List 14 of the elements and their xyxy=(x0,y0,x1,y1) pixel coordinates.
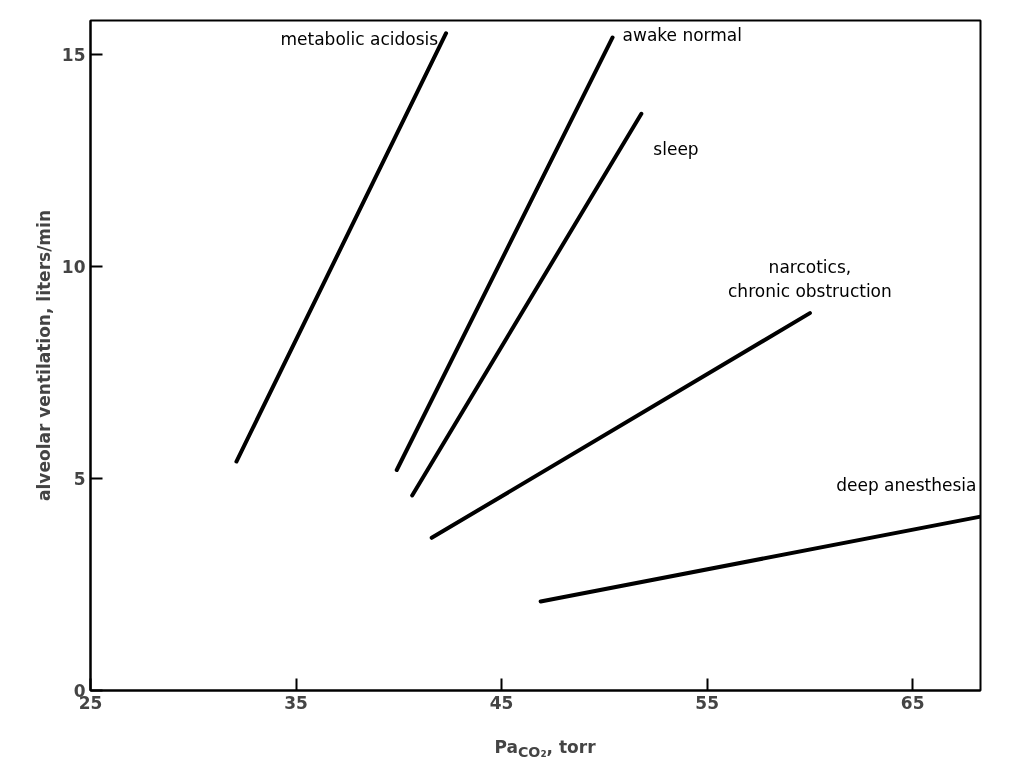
x-tick-label: 65 xyxy=(900,692,925,713)
y-axis-title: alveolar ventilation, liters/min xyxy=(33,210,54,501)
series-label: sleep xyxy=(653,138,699,159)
series-label: metabolic acidosis xyxy=(280,29,439,50)
series-label: narcotics, chronic obstruction xyxy=(728,257,892,302)
x-axis-title: Pa$_{CO₂}$, torr xyxy=(494,736,596,763)
x-tick-label: 45 xyxy=(489,692,514,713)
x-tick-label: 55 xyxy=(695,692,719,713)
y-tick-label: 15 xyxy=(61,44,86,65)
series-label: deep anesthesia xyxy=(836,474,977,495)
x-tick-label: 35 xyxy=(284,692,308,713)
series-label: awake normal xyxy=(622,25,742,46)
y-tick-label: 10 xyxy=(61,256,86,277)
y-tick-label: 5 xyxy=(73,468,86,489)
